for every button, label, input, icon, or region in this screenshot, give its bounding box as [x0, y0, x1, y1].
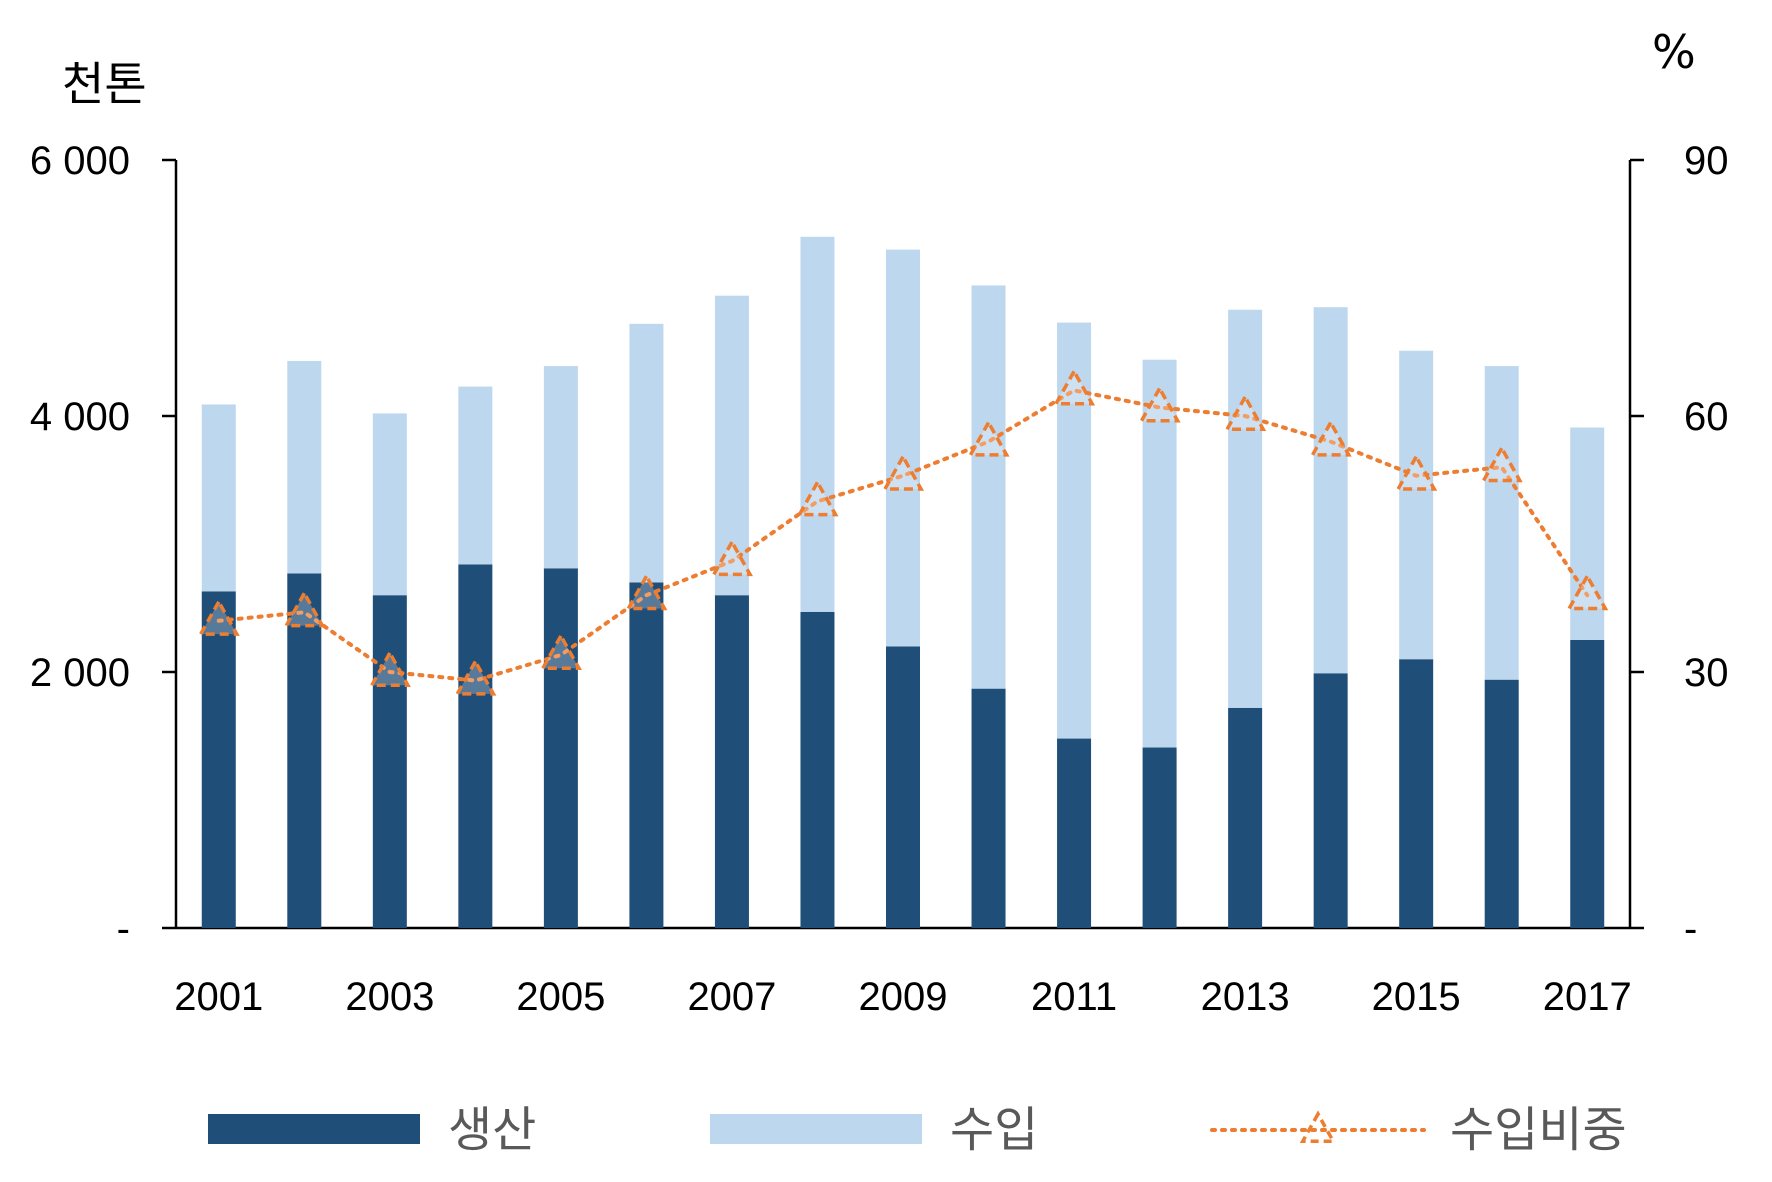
bar-production	[1142, 747, 1177, 928]
bar-import	[1484, 366, 1519, 680]
legend-label-share: 수입비중	[1450, 1102, 1627, 1158]
line-marker	[1480, 444, 1523, 483]
bar-import	[800, 236, 835, 612]
left-axis-tick-labels: - 2 000 4 000 6 000	[30, 139, 130, 951]
bar-production	[1484, 679, 1519, 928]
line-marker	[539, 632, 582, 670]
right-tick-label: 60	[1684, 395, 1729, 439]
left-tick-label: 4 000	[30, 395, 130, 439]
bar-production	[372, 595, 407, 928]
line-marker	[967, 419, 1010, 457]
line-marker	[1224, 393, 1267, 432]
bar-import	[1142, 359, 1177, 748]
x-tick-label: 2015	[1372, 975, 1461, 1019]
line-marker	[1138, 384, 1181, 423]
bar-import	[543, 366, 578, 569]
line-marker	[197, 598, 240, 636]
left-tick-label: -	[117, 907, 130, 951]
x-tick-label: 2017	[1543, 975, 1632, 1019]
line-marker	[368, 649, 411, 688]
legend-swatch-import	[710, 1114, 922, 1144]
bar-production	[1057, 738, 1092, 928]
x-tick-label: 2003	[345, 975, 434, 1019]
bar-production	[886, 646, 920, 928]
x-tick-label: 2005	[516, 975, 605, 1019]
x-tick-label: 2009	[859, 975, 948, 1019]
right-tick-label: -	[1684, 907, 1697, 951]
bar-production	[1228, 707, 1263, 928]
bar-import	[1399, 350, 1434, 660]
line-marker	[625, 572, 668, 611]
bar-production	[800, 611, 835, 928]
x-tick-label: 2001	[174, 975, 263, 1019]
line-marker	[796, 478, 839, 517]
right-tick-label: 30	[1684, 651, 1729, 695]
line-marker	[283, 589, 326, 628]
legend-label-production: 생산	[448, 1102, 536, 1158]
x-tick-label: 2013	[1201, 975, 1290, 1019]
bar-import	[971, 285, 1006, 689]
bar-production	[1570, 640, 1605, 928]
bar-import	[1228, 309, 1263, 708]
legend-swatch-production	[208, 1114, 420, 1144]
left-axis-unit: 천톤	[62, 57, 147, 111]
bar-production	[629, 582, 664, 928]
right-axis-unit: %	[1652, 25, 1696, 79]
bar-import	[1570, 427, 1605, 640]
line-marker	[881, 453, 925, 491]
bar-production	[714, 595, 749, 928]
bar-production	[543, 568, 578, 928]
legend-label-import: 수입	[950, 1102, 1038, 1158]
x-tick-labels: 2001 2003 2005 2007 2009 2011 2013 2015 2017	[174, 975, 1631, 1019]
bar-production	[1399, 659, 1434, 928]
bar-production	[1313, 673, 1348, 928]
line-marker	[1309, 419, 1352, 457]
line-path	[216, 388, 1590, 683]
bar-production	[971, 688, 1006, 928]
bar-production	[287, 573, 322, 928]
bar-production	[458, 564, 493, 928]
legend-marker-share	[1299, 1110, 1337, 1143]
x-tick-label: 2007	[687, 975, 776, 1019]
bar-import	[629, 323, 664, 583]
import-share-line	[197, 367, 1609, 696]
bar-import	[458, 386, 493, 565]
line-marker	[710, 538, 753, 577]
bar-import	[1313, 307, 1348, 674]
line-marker	[1566, 572, 1609, 611]
legend: 생산 수입 수입비중	[208, 1102, 1627, 1158]
left-tick-label: 2 000	[30, 651, 130, 695]
right-tick-label: 90	[1684, 139, 1729, 183]
right-axis-tick-labels: - 30 60 90	[1684, 139, 1729, 951]
bar-import	[201, 404, 236, 592]
bar-production	[201, 591, 236, 928]
line-marker	[1053, 367, 1096, 406]
line-marker	[454, 657, 497, 696]
bars	[201, 236, 1605, 928]
bar-import	[287, 360, 322, 574]
left-tick-label: 6 000	[30, 139, 130, 183]
line-marker	[1395, 453, 1438, 491]
x-tick-label: 2011	[1031, 975, 1117, 1019]
bar-import	[886, 249, 920, 647]
bar-import	[372, 413, 407, 596]
